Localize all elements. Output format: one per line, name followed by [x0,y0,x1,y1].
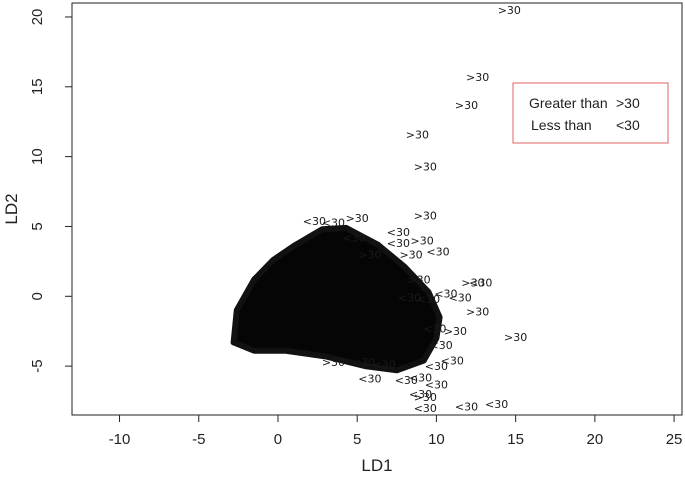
y-tick-label: 0 [29,292,46,300]
point-label: >30 [461,276,484,289]
point-label: >30 [407,274,430,287]
point-label: <30 [426,246,449,259]
point-label: <30 [322,216,345,229]
y-tick-label: 15 [29,78,46,95]
point-label: <30 [387,226,410,239]
point-label: <30 [303,215,326,228]
point-labels: >30>30>30>30>30>30<30 >30<30<30<30 <30 >30>… [303,4,527,415]
x-tick-label: -5 [192,431,205,448]
dense-point-mass [230,224,443,374]
point-label: >30 [414,391,437,404]
point-label: >30 [322,356,345,369]
point-label: <30 [342,232,365,245]
point-label: <30 [430,339,453,352]
point-label: >30 [411,234,434,247]
point-label: >30 [466,71,489,84]
point-label: >30 [466,306,489,319]
point-label: >30 [406,128,429,141]
x-tick-label: -10 [109,431,131,448]
point-label: <30 [423,322,446,335]
point-label: <30 [469,276,492,289]
point-label: >30 [414,160,437,173]
legend-label-less: Less than [531,117,592,133]
x-tick-label: 20 [587,431,604,448]
x-tick-label: 25 [666,431,683,448]
point-label: <30 [425,378,448,391]
point-label: <30 [373,359,396,372]
point-label: <30 [455,401,478,414]
point-label: >30 [358,248,381,261]
point-label: <30 [449,292,472,305]
x-axis: -10 -5 0 5 10 15 20 25 [109,415,683,448]
point-label: >30 [346,212,369,225]
y-tick-label: 10 [29,148,46,165]
point-label: <30 [395,374,418,387]
point-label: >30 [498,4,521,17]
point-label: <30 [409,388,432,401]
legend-box [512,82,669,144]
point-label: <30 [358,373,381,386]
x-axis-title: LD1 [361,456,392,475]
y-axis: -5 0 5 10 15 20 [29,9,72,373]
point-label: <30 [425,360,448,373]
point-label: >30 [444,325,467,338]
x-tick-label: 15 [507,431,524,448]
legend-label-greater: Greater than [529,95,608,111]
point-label: <30 [398,292,421,305]
legend-symbol-greater: >30 [616,95,640,111]
point-label: >30 [504,331,527,344]
point-cluster [230,224,443,374]
x-tick-label: 0 [274,431,282,448]
point-label: <30 [387,237,410,250]
legend: Greater than >30 Less than <30 [512,82,669,144]
point-label: <30 [417,293,440,306]
point-label: >30 [414,209,437,222]
point-label: >30 [455,99,478,112]
point-label: <30 [434,287,457,300]
y-tick-label: -5 [29,359,46,372]
point-label: <30 [441,355,464,368]
x-tick-label: 5 [353,431,361,448]
legend-symbol-less: <30 [616,117,640,133]
y-axis-title: LD2 [2,193,21,224]
point-label: <30 [352,356,375,369]
point-label: <30 [414,402,437,415]
point-label: <30 [409,371,432,384]
y-tick-label: 5 [29,222,46,230]
x-tick-label: 10 [428,431,445,448]
y-tick-label: 20 [29,9,46,26]
point-label: >30 [399,248,422,261]
point-label: <30 [485,398,508,411]
plot-area [71,2,683,416]
